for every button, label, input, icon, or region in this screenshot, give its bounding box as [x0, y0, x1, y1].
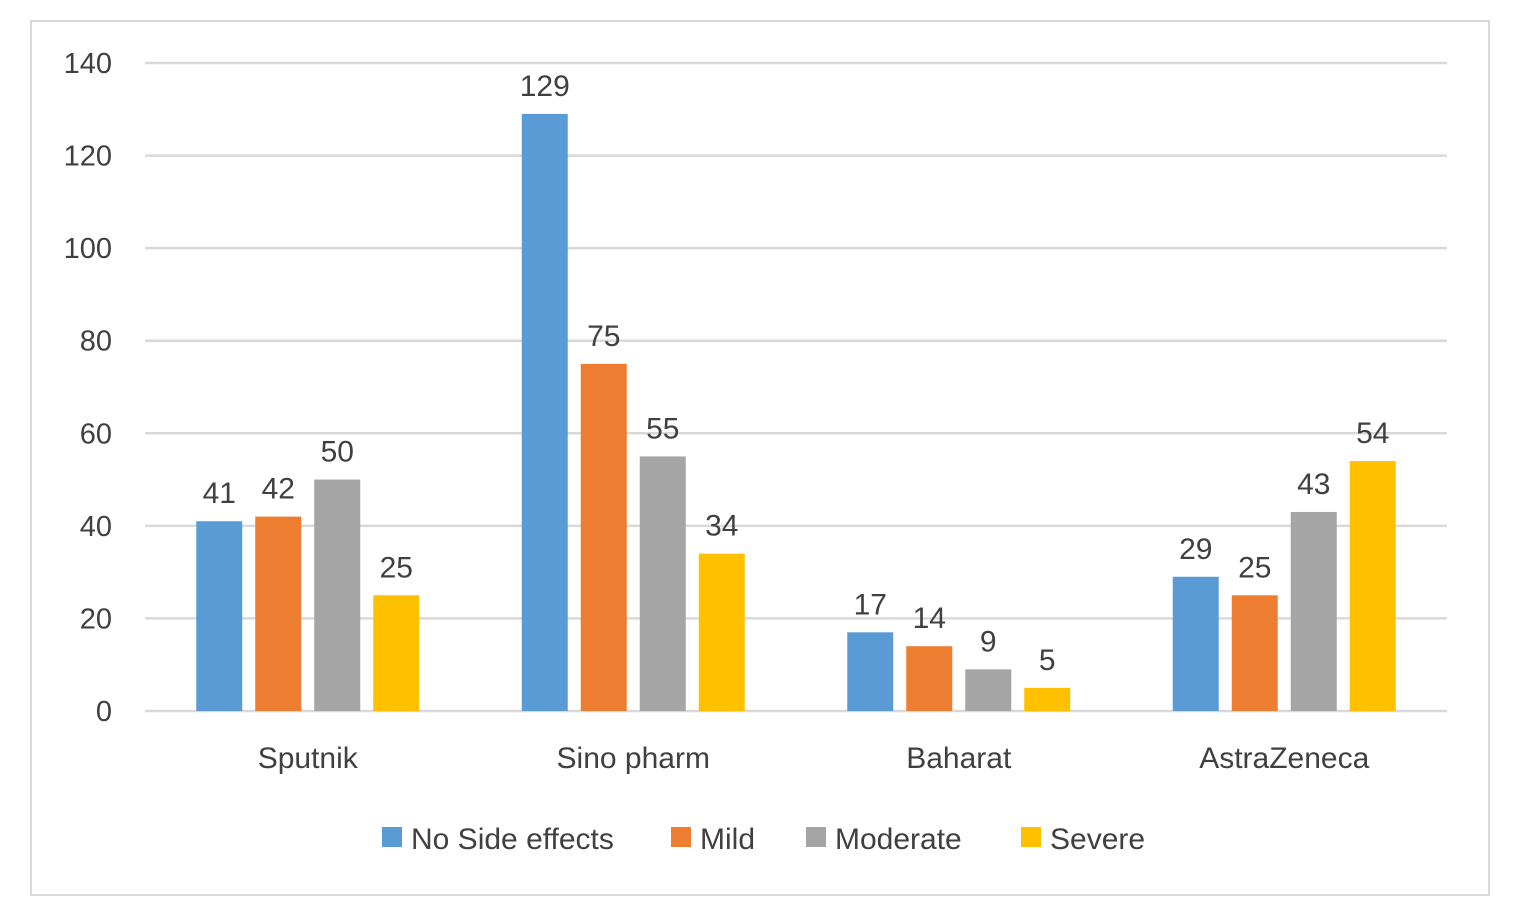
category-label: Baharat: [906, 742, 1012, 775]
legend-swatch: [671, 827, 691, 847]
category-label: Sino pharm: [557, 742, 710, 775]
y-tick-label: 40: [80, 511, 112, 543]
y-tick-label: 0: [96, 696, 112, 728]
data-label: 54: [1356, 417, 1389, 450]
data-label: 34: [705, 510, 738, 543]
data-label: 25: [380, 551, 413, 584]
bar: [698, 553, 745, 711]
bar: [580, 363, 627, 711]
data-label: 42: [262, 473, 295, 506]
bar: [639, 456, 686, 711]
data-label: 43: [1297, 468, 1330, 501]
bar: [906, 646, 953, 711]
bar: [847, 632, 894, 711]
bar: [965, 669, 1012, 711]
bar: [1172, 576, 1219, 711]
legend-swatch: [806, 827, 826, 847]
data-label: 25: [1238, 551, 1271, 584]
data-label: 41: [203, 477, 236, 510]
bar: [1231, 595, 1278, 711]
y-tick-label: 20: [80, 603, 112, 635]
chart-frame: [30, 20, 1490, 896]
data-label: 129: [520, 70, 570, 103]
bar: [196, 521, 243, 711]
bar: [1290, 511, 1337, 711]
bar: [373, 595, 420, 711]
category-label: Sputnik: [258, 742, 359, 775]
legend-label: No Side effects: [411, 823, 614, 856]
bar: [314, 479, 361, 711]
legend-label: Mild: [700, 823, 755, 856]
y-tick-label: 80: [80, 326, 112, 358]
legend-swatch: [382, 827, 402, 847]
bar: [521, 113, 568, 711]
data-label: 55: [646, 412, 679, 445]
y-tick-label: 120: [64, 141, 112, 173]
y-tick-label: 60: [80, 418, 112, 450]
data-label: 75: [587, 320, 620, 353]
data-label: 50: [321, 436, 354, 469]
y-tick-label: 100: [64, 233, 112, 265]
data-label: 5: [1039, 644, 1056, 677]
data-label: 29: [1179, 533, 1212, 566]
bar: [1349, 461, 1396, 711]
legend-swatch: [1021, 827, 1041, 847]
bar: [1024, 687, 1071, 711]
category-label: AstraZeneca: [1199, 742, 1369, 775]
y-tick-label: 140: [64, 48, 112, 80]
legend-label: Moderate: [835, 823, 962, 856]
legend-label: Severe: [1050, 823, 1145, 856]
bar: [255, 516, 302, 711]
data-label: 14: [913, 602, 946, 635]
data-label: 17: [854, 588, 887, 621]
data-label: 9: [980, 625, 997, 658]
